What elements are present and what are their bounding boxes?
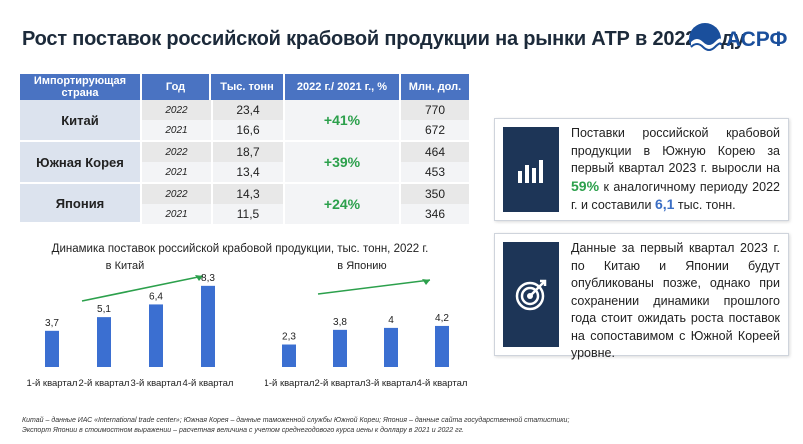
data-label: 5,1: [97, 304, 111, 315]
korea-info-text: Поставки российской крабовой продукции в…: [571, 125, 780, 215]
usd-cell: 770: [401, 100, 469, 120]
usd-cell: 350: [401, 184, 469, 204]
year-cell: 2021: [142, 120, 211, 142]
bar: [384, 327, 398, 367]
tick-label: 3-й квартал: [131, 378, 182, 389]
tons-cell: 18,7: [211, 142, 285, 162]
page-title: Рост поставок российской крабовой продук…: [22, 28, 745, 50]
change-cell: +24%: [285, 184, 401, 224]
year-cell: 2022: [142, 100, 211, 120]
target-icon: [503, 242, 559, 347]
usd-cell: 464: [401, 142, 469, 162]
tick-label: 3-й квартал: [366, 378, 417, 389]
info-text-part: тыс. тонн.: [674, 198, 736, 212]
japan-bar-chart: в Японию 2,3 1-й квартал 3,8 2-й квартал 4 3-й…: [265, 260, 468, 389]
bar: [333, 329, 347, 367]
supply-table: Импортирующая страна Год Тыс. тонн 2022 …: [20, 74, 469, 224]
year-cell: 2021: [142, 162, 211, 184]
china-bar-chart: в Китай 3,7 1-й квартал 5,1 2-й квартал 6,4 3-…: [27, 260, 234, 389]
bar-chart-icon: [503, 127, 559, 212]
usd-cell: 672: [401, 120, 469, 142]
change-cell: +39%: [285, 142, 401, 184]
logo-wave-icon: [689, 23, 722, 56]
usd-cell: 346: [401, 204, 469, 224]
logo-text: АСРФ: [726, 28, 788, 51]
change-cell: +41%: [285, 100, 401, 142]
data-label: 2,3: [282, 332, 296, 343]
tons-cell: 13,4: [211, 162, 285, 184]
data-label: 3,8: [333, 317, 347, 328]
year-cell: 2022: [142, 142, 211, 162]
chart-title: в Японию: [337, 260, 386, 272]
tick-label: 1-й квартал: [265, 378, 314, 389]
data-label: 6,4: [149, 291, 163, 302]
tons-cell: 11,5: [211, 204, 285, 224]
col-country: Импортирующая страна: [20, 74, 142, 100]
korea-info-box: Поставки российской крабовой продукции в…: [494, 118, 789, 221]
tick-label: 1-й квартал: [27, 378, 78, 389]
country-cell: Южная Корея: [20, 142, 142, 184]
bar: [149, 304, 163, 367]
info-text-part: Поставки российской крабовой продукции в…: [571, 126, 780, 175]
data-label: 4: [388, 315, 394, 326]
footnote-line: Экспорт Японии в стоимостном выражении –…: [22, 427, 464, 434]
volume-highlight: 6,1: [654, 196, 675, 212]
tons-cell: 14,3: [211, 184, 285, 204]
trend-arrow-head: [422, 279, 430, 285]
year-cell: 2021: [142, 204, 211, 224]
tons-cell: 23,4: [211, 100, 285, 120]
bar: [97, 317, 111, 367]
forecast-info-box: Данные за первый квартал 2023 г. по Кита…: [494, 233, 789, 360]
data-label: 3,7: [45, 318, 59, 329]
chart-title: в Китай: [106, 260, 145, 272]
table-row: 2021 13,4 453: [20, 162, 469, 184]
tons-cell: 16,6: [211, 120, 285, 142]
data-label: 8,3: [201, 273, 215, 284]
country-cell: Япония: [20, 184, 142, 224]
tick-label: 2-й квартал: [315, 378, 366, 389]
forecast-info-text: Данные за первый квартал 2023 г. по Кита…: [571, 241, 780, 360]
bar: [435, 325, 449, 367]
bar: [201, 285, 215, 367]
col-year: Год: [142, 74, 211, 100]
tick-label: 4-й квартал: [183, 378, 234, 389]
growth-highlight: 59%: [571, 177, 600, 194]
table-row: Япония 2022 14,3 +24% 350: [20, 184, 469, 224]
tick-label: 2-й квартал: [79, 378, 130, 389]
table-row: 2021 11,5 346: [20, 204, 469, 224]
col-usd: Млн. дол.: [401, 74, 469, 100]
table-row: 2021 16,6 672: [20, 120, 469, 142]
table-row: Южная Корея 2022 18,7 +39% 464: [20, 142, 469, 184]
usd-cell: 453: [401, 162, 469, 184]
tick-label: 4-й квартал: [417, 378, 468, 389]
bar: [282, 344, 296, 367]
bar: [45, 330, 59, 367]
table-row: Китай 2022 23,4 +41% 770: [20, 100, 469, 142]
country-cell: Китай: [20, 100, 142, 142]
trend-arrow-line: [81, 275, 204, 302]
charts-title: Динамика поставок российской крабовой пр…: [51, 243, 429, 255]
col-tons: Тыс. тонн: [211, 74, 285, 100]
trend-arrow-head: [195, 275, 203, 281]
col-change: 2022 г./ 2021 г., %: [285, 74, 401, 100]
logo: АСРФ: [688, 22, 788, 58]
data-label: 4,2: [435, 313, 449, 324]
info-text-part: к аналогичному периоду 2022 г. и состави…: [571, 179, 780, 213]
footnote: Китай – данные ИАС «International trade …: [22, 416, 569, 436]
trend-arrow-line: [317, 279, 431, 295]
footnote-line: Китай – данные ИАС «International trade …: [22, 417, 570, 424]
year-cell: 2022: [142, 184, 211, 204]
